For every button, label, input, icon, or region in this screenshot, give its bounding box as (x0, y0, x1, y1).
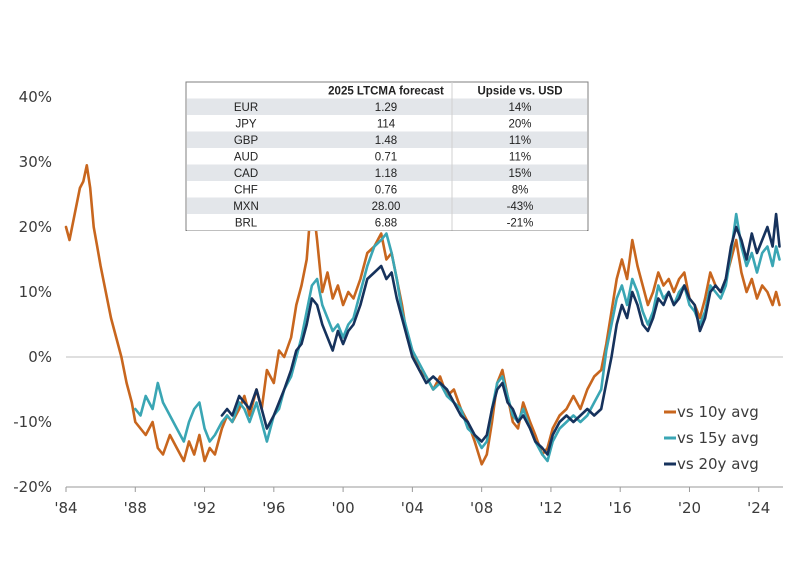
table-cell-upside: 11% (509, 151, 531, 163)
table-row (187, 115, 587, 132)
table-row (187, 148, 587, 165)
table-row (187, 98, 587, 115)
y-tick-label: 0% (28, 348, 52, 366)
table-cell-upside: 20% (508, 118, 531, 130)
table-header-upside: Upside vs. USD (478, 85, 563, 97)
series-line-3 (220, 212, 781, 456)
table-cell-forecast: 28.00 (372, 201, 401, 213)
table-cell-forecast: 114 (377, 118, 396, 130)
table-row (187, 164, 587, 181)
table-cell-forecast: 1.48 (375, 135, 397, 147)
legend-label: vs 20y avg (677, 455, 759, 473)
table-cell-upside: -43% (507, 201, 534, 213)
table-cell-forecast: 1.29 (375, 102, 397, 114)
legend-label: vs 10y avg (677, 403, 759, 421)
table-cell-upside: 11% (509, 135, 531, 147)
x-tick-label: '88 (124, 499, 147, 517)
legend: vs 10y avg vs 15y avg vs 20y avg (664, 403, 759, 473)
y-tick-label: 30% (19, 153, 52, 171)
table-cell-currency: GBP (234, 135, 259, 147)
forecast-table: 2025 LTCMA forecast Upside vs. USD EUR 1.29… (185, 81, 589, 231)
table-cell-currency: MXN (233, 201, 259, 213)
table-row (187, 214, 587, 231)
legend-label: vs 15y avg (677, 429, 759, 447)
x-tick-label: '04 (401, 499, 424, 517)
y-tick-label: -10% (13, 413, 52, 431)
x-tick-label: '96 (262, 499, 285, 517)
table-cell-currency: JPY (235, 118, 256, 130)
x-tick-label: '92 (193, 499, 216, 517)
table-cell-forecast: 1.18 (375, 168, 397, 180)
y-tick-label: -20% (13, 478, 52, 496)
x-tick-label: '12 (539, 499, 562, 517)
x-axis-ticks (65, 487, 760, 492)
series-line-2 (134, 212, 781, 463)
table-cell-currency: BRL (235, 217, 258, 229)
table-cell-upside: 15% (508, 168, 531, 180)
table-cell-forecast: 6.88 (375, 217, 397, 229)
table-cell-currency: EUR (234, 102, 258, 114)
table-cell-upside: 8% (512, 184, 529, 196)
table-row (187, 181, 587, 198)
table-cell-currency: AUD (234, 151, 258, 163)
table-row (187, 131, 587, 148)
table-row (187, 197, 587, 214)
y-tick-label: 40% (19, 88, 52, 106)
y-axis-labels: 40% 30% 20% 10% 0% -10% -20% (13, 88, 52, 496)
x-tick-label: '08 (470, 499, 493, 517)
table-cell-forecast: 0.71 (375, 151, 397, 163)
y-tick-label: 10% (19, 283, 52, 301)
x-tick-label: '24 (747, 499, 770, 517)
table-cell-upside: -21% (507, 217, 534, 229)
table-cell-currency: CHF (234, 184, 258, 196)
x-tick-label: '00 (331, 499, 354, 517)
x-tick-label: '16 (609, 499, 632, 517)
x-axis-labels: '84 '88 '92 '96 '00 '04 '08 '12 '16 '20 '24 (54, 499, 770, 517)
table-cell-upside: 14% (508, 102, 531, 114)
table-header-forecast: 2025 LTCMA forecast (328, 85, 444, 97)
table-cell-forecast: 0.76 (375, 184, 397, 196)
y-tick-label: 20% (19, 218, 52, 236)
series-lines (64, 164, 781, 466)
x-tick-label: '84 (54, 499, 77, 517)
table-cell-currency: CAD (234, 168, 258, 180)
x-tick-label: '20 (678, 499, 701, 517)
